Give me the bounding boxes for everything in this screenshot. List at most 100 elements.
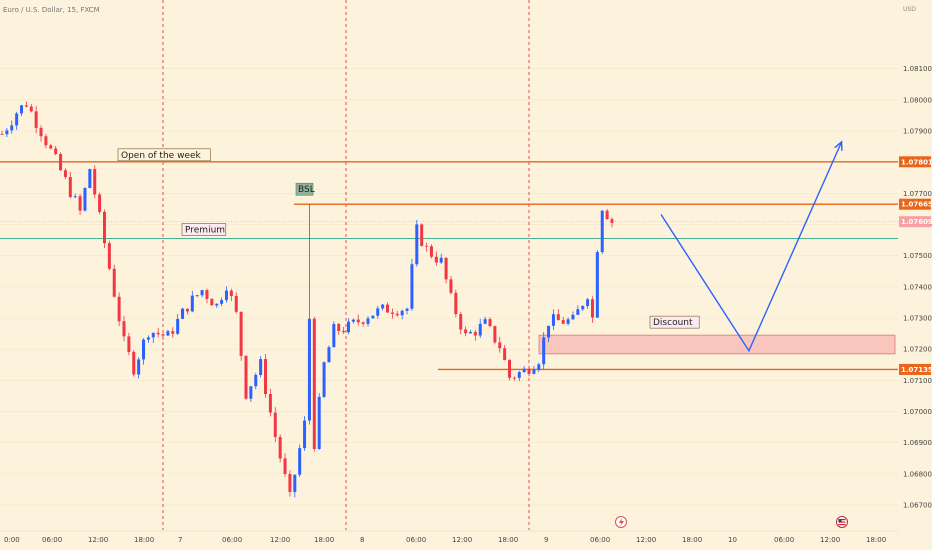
candle-body bbox=[332, 324, 336, 348]
candle bbox=[127, 332, 131, 356]
candle-body bbox=[200, 290, 204, 296]
price-tag-1.07665: 1.07665 bbox=[899, 198, 932, 210]
price-tick-label: 1.08000 bbox=[903, 96, 932, 104]
label-open-of-week: Open of the week bbox=[117, 148, 211, 162]
candle-body bbox=[0, 134, 4, 135]
candle-body bbox=[254, 374, 258, 387]
candle-body bbox=[249, 386, 253, 399]
candle-body bbox=[293, 474, 297, 492]
candle-body bbox=[273, 412, 277, 438]
candle-body bbox=[132, 351, 136, 375]
projection-path bbox=[660, 141, 843, 353]
time-tick-label: 12:00 bbox=[636, 536, 656, 544]
candle-body bbox=[15, 113, 19, 126]
candle-body bbox=[551, 314, 555, 326]
candle-body bbox=[400, 310, 404, 316]
time-tick-label: 18:00 bbox=[866, 536, 886, 544]
candle bbox=[581, 305, 585, 312]
candle bbox=[205, 288, 209, 304]
candle bbox=[20, 104, 24, 117]
candle bbox=[434, 251, 438, 266]
candle bbox=[68, 171, 72, 199]
candle-body bbox=[571, 314, 575, 320]
candle-body bbox=[283, 458, 287, 475]
candle bbox=[34, 106, 38, 134]
candle bbox=[29, 103, 33, 113]
candle-body bbox=[498, 342, 502, 349]
price-tick-label: 1.08100 bbox=[903, 65, 932, 73]
candle bbox=[166, 329, 170, 336]
candle-body bbox=[259, 359, 263, 375]
candle bbox=[195, 294, 199, 298]
candle bbox=[73, 193, 77, 199]
candle bbox=[142, 338, 146, 365]
candle-body bbox=[112, 268, 116, 297]
candle-body bbox=[327, 347, 331, 363]
candle-body bbox=[595, 252, 599, 318]
price-tick-label: 1.06800 bbox=[903, 470, 932, 478]
lightning-event-bolt bbox=[619, 518, 624, 527]
candle-body bbox=[371, 315, 375, 319]
candle-body bbox=[29, 106, 33, 112]
time-axis[interactable]: 0:00 06:00 12:00 18:00 7 06:00 12:00 18:00 8 06:0… bbox=[0, 530, 898, 544]
candle-body bbox=[137, 359, 141, 375]
time-tick-label: 18:00 bbox=[134, 536, 154, 544]
candle bbox=[586, 297, 590, 309]
candle bbox=[361, 321, 365, 327]
label-premium: Premium bbox=[181, 223, 227, 236]
candle-body bbox=[468, 332, 472, 334]
lightning-event-icon bbox=[615, 516, 627, 528]
candle bbox=[610, 217, 614, 228]
candle-body bbox=[264, 359, 268, 394]
candle-body bbox=[366, 318, 370, 324]
candle bbox=[273, 407, 277, 443]
candle bbox=[337, 322, 341, 335]
candle-body bbox=[434, 256, 438, 263]
candle-body bbox=[54, 148, 58, 155]
candle bbox=[210, 297, 214, 306]
candle bbox=[54, 145, 58, 156]
candle-body bbox=[205, 290, 209, 299]
candle bbox=[117, 292, 121, 327]
candle-body bbox=[493, 326, 497, 343]
label-bsl-box bbox=[295, 182, 314, 196]
candle-body bbox=[473, 332, 477, 336]
label-premium-box bbox=[181, 223, 227, 236]
candle-body bbox=[581, 305, 585, 310]
candle bbox=[527, 366, 531, 377]
candle-body bbox=[561, 320, 565, 324]
candle bbox=[346, 318, 350, 335]
candle-body bbox=[556, 314, 560, 321]
candle-body bbox=[307, 318, 311, 421]
candle bbox=[405, 307, 409, 315]
price-tag-1.07135-text: 1.07135 bbox=[901, 366, 932, 374]
candle bbox=[351, 318, 355, 324]
time-tick-label: 06:00 bbox=[222, 536, 242, 544]
candle-body bbox=[449, 279, 453, 293]
candle-body bbox=[381, 304, 385, 309]
projection-layer bbox=[660, 140, 843, 353]
candle bbox=[595, 250, 599, 319]
symbol-title: Euro / U.S. Dollar, 15, FXCM bbox=[3, 6, 100, 14]
us-flag-stripe bbox=[838, 519, 846, 521]
candle-body bbox=[39, 127, 43, 137]
candle bbox=[512, 376, 516, 381]
zone-layer bbox=[538, 334, 896, 355]
price-axis[interactable]: 1.06700 1.06800 1.06900 1.07000 1.07100 1.072… bbox=[898, 0, 932, 550]
candle-body bbox=[288, 474, 292, 492]
candle-body bbox=[181, 308, 185, 319]
candle bbox=[561, 316, 565, 325]
candle bbox=[93, 165, 97, 199]
candle bbox=[576, 305, 580, 315]
candle-body bbox=[161, 334, 165, 336]
candle-body bbox=[220, 300, 224, 304]
candle-body bbox=[415, 224, 419, 265]
candle bbox=[522, 365, 526, 373]
candle-body bbox=[537, 364, 541, 370]
price-tag-1.07801: 1.07801 bbox=[899, 156, 932, 168]
candle-body bbox=[171, 331, 175, 334]
label-open-of-week-box bbox=[117, 148, 211, 162]
candle bbox=[429, 244, 433, 259]
